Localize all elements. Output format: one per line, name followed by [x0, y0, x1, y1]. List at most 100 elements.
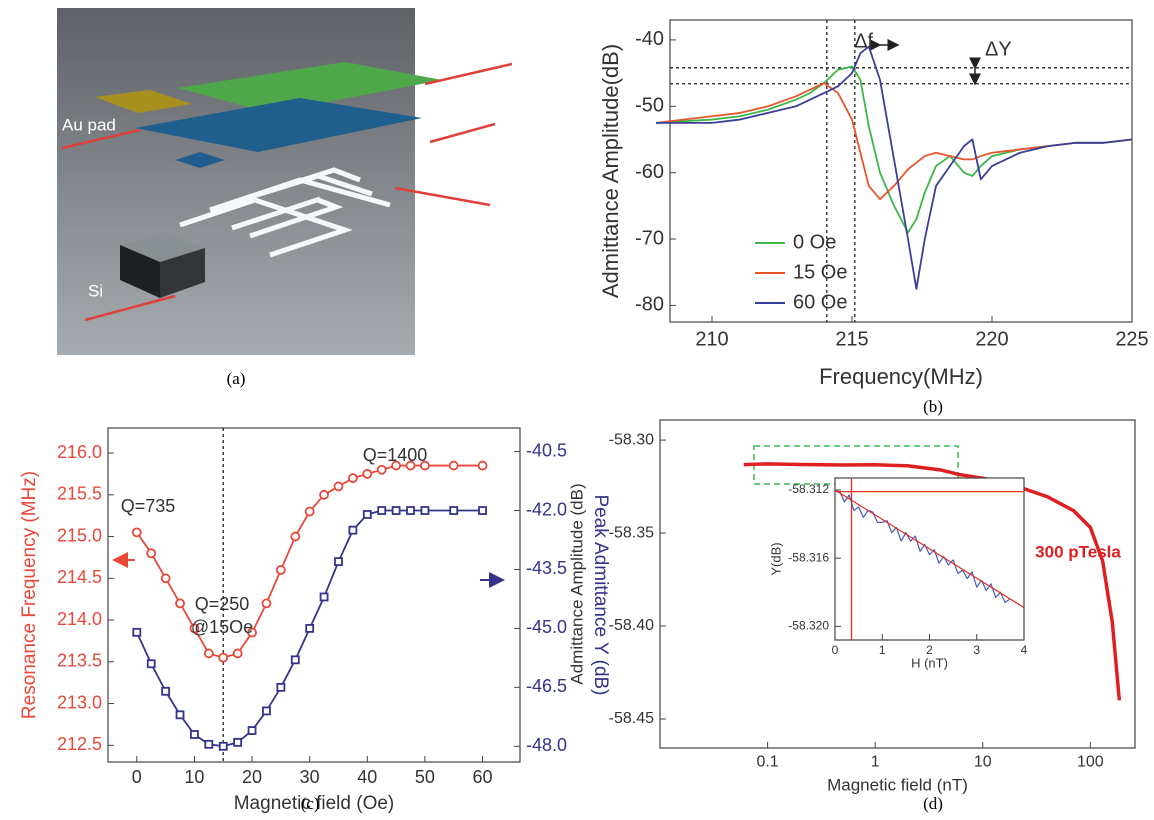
y-tick-label: -58.316	[788, 550, 829, 564]
point	[449, 506, 459, 515]
x-tick-label: 2	[926, 643, 933, 657]
point	[204, 739, 214, 749]
point	[175, 598, 185, 609]
point	[477, 460, 488, 471]
x-axis-label: Frequency(MHz)	[819, 364, 983, 389]
point	[190, 730, 199, 739]
au-pad	[95, 90, 192, 113]
aln-tab	[175, 152, 225, 168]
y-tick-label: 215.0	[57, 525, 102, 545]
caption: (a)	[227, 369, 246, 388]
si-front	[160, 248, 205, 298]
y-tick-label: -58.45	[609, 710, 654, 727]
diagram-background	[57, 8, 415, 355]
x-tick-label: 3	[973, 643, 980, 657]
pt-ide	[179, 167, 391, 258]
annotation: @15Oe	[191, 617, 253, 637]
point	[420, 506, 430, 515]
x-tick-label: 4	[1021, 643, 1028, 657]
y-tick-label: -60	[635, 161, 664, 183]
chart: 0 1 2 3 4 -58.312 -58.316 -58.320 H (nT) Y(dB)	[768, 477, 1028, 670]
point	[333, 481, 344, 492]
y-tick-label: -50	[635, 95, 664, 117]
legend-label: 60 Oe	[793, 291, 847, 313]
x-tick-label: 20	[242, 767, 262, 787]
x-tick-label: 30	[300, 767, 320, 787]
layer-label: Au pad	[62, 115, 116, 134]
y-tick-label: 214.0	[57, 609, 102, 629]
point	[304, 506, 315, 517]
point	[131, 527, 142, 538]
point	[233, 737, 243, 747]
x-tick-label: 220	[975, 328, 1008, 350]
y-tick-label: 213.5	[57, 651, 102, 671]
layer-label: FeGaB	[445, 39, 499, 58]
point	[247, 627, 257, 638]
point	[275, 565, 286, 575]
plot-frame	[107, 427, 521, 763]
point	[319, 489, 329, 500]
x-axis-label: Magnetic field (nT)	[827, 775, 968, 794]
point	[261, 598, 272, 609]
point	[391, 460, 402, 471]
x-tick-label: 10	[184, 767, 204, 787]
point	[448, 460, 459, 471]
x-tick-label: 1	[871, 754, 880, 771]
x-tick-label: 215	[835, 328, 868, 350]
x-tick-label: 210	[695, 328, 728, 350]
plot-frame	[834, 477, 1025, 641]
aln-layer	[135, 98, 422, 152]
point	[376, 464, 387, 475]
y-tick-label: -70	[635, 227, 664, 249]
y-tick-label: -80	[635, 294, 664, 316]
y-tick-label: 212.5	[57, 734, 102, 754]
point	[146, 659, 156, 669]
x-tick-label: 0	[832, 643, 839, 657]
annotation: Q=250	[195, 594, 250, 614]
caption: (b)	[923, 397, 943, 416]
y-tick-label: -58.320	[788, 619, 829, 633]
device-diagram: FeGaB AlN Au pad Pt IDE Si	[57, 8, 513, 355]
point	[478, 506, 487, 515]
annotation: Q=735	[121, 496, 176, 516]
series-line	[656, 45, 1133, 290]
point	[405, 460, 416, 471]
legend-label: 0 Oe	[793, 231, 836, 253]
annotation: ΔY	[985, 38, 1012, 60]
y-tick-label: 216.0	[57, 442, 102, 462]
x-axis-label: H (nT)	[911, 655, 948, 670]
chart: 0 10 20 30 40 50 60 212.5 213.0 213.5 214.0 214.5 21…	[19, 427, 611, 814]
x-tick-label: 1	[879, 643, 886, 657]
si-side	[120, 245, 160, 298]
point	[334, 557, 343, 566]
label-lines	[61, 62, 513, 322]
x-tick-label: 40	[357, 767, 377, 787]
y-tick-label: -40	[635, 28, 664, 50]
point	[146, 548, 157, 559]
series-line	[655, 65, 1133, 234]
x-tick-label: 225	[1115, 328, 1148, 350]
y-tick-label: -58.312	[788, 482, 829, 496]
y-axis-label: Admittance Amplitude(dB)	[598, 44, 623, 298]
y2-tick-label: -42.0	[526, 499, 567, 519]
y2-tick-label: -45.0	[526, 617, 567, 637]
point	[406, 506, 415, 515]
x-tick-label: 0.1	[756, 754, 778, 771]
y2-tick-label: -43.5	[526, 558, 567, 578]
point	[362, 510, 372, 519]
point	[247, 726, 257, 735]
y-tick-label: -58.40	[609, 617, 654, 634]
y2-tick-label: -40.5	[526, 440, 567, 460]
point	[420, 460, 430, 471]
plot-frame	[659, 419, 1136, 749]
point	[319, 592, 329, 602]
point	[347, 473, 358, 484]
y-tick-label: 213.0	[57, 692, 102, 712]
y-axis-label: Admittance Amplitude (dB)	[567, 483, 586, 684]
x-tick-label: 0	[132, 767, 142, 787]
point	[362, 469, 373, 479]
legend-label: 15 Oe	[793, 261, 847, 283]
x-tick-label: 50	[415, 767, 435, 787]
